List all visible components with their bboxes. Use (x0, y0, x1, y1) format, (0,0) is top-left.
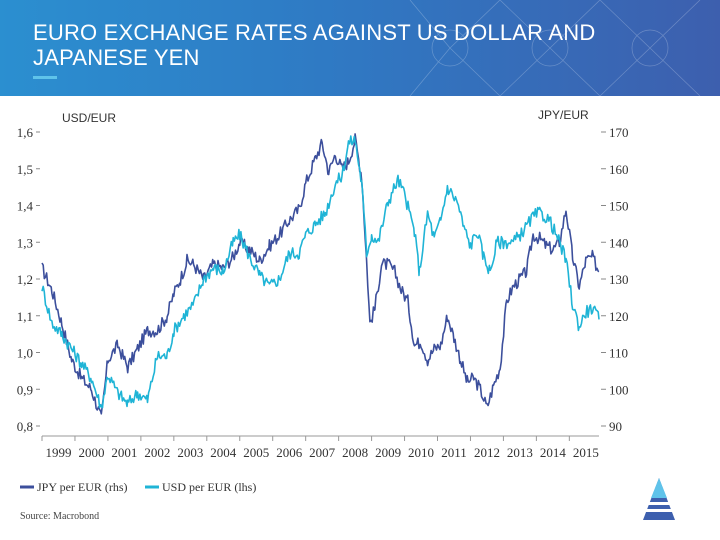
left-axis-label: USD/EUR (62, 111, 117, 125)
x-tick-label: 2011 (441, 445, 467, 460)
left-tick-label: 0,9 (17, 382, 33, 397)
right-tick-label: 140 (609, 235, 629, 250)
x-tick-label: 2014 (540, 445, 567, 460)
x-tick-label: 2002 (144, 445, 170, 460)
x-tick-label: 2008 (342, 445, 368, 460)
x-tick-label: 2012 (474, 445, 500, 460)
right-axis-label: JPY/EUR (538, 108, 589, 122)
title-banner: EURO EXCHANGE RATES AGAINST US DOLLAR AN… (0, 0, 720, 96)
x-tick-label: 2010 (408, 445, 434, 460)
x-tick-label: 2003 (177, 445, 203, 460)
right-tick-label: 100 (609, 382, 629, 397)
right-tick-label: 120 (609, 309, 629, 324)
left-tick-label: 1,3 (17, 235, 33, 250)
x-tick-label: 2004 (210, 445, 237, 460)
page-title: EURO EXCHANGE RATES AGAINST US DOLLAR AN… (33, 20, 596, 70)
left-tick-label: 1,5 (17, 162, 33, 177)
company-logo (643, 478, 675, 520)
right-tick-label: 90 (609, 419, 622, 434)
right-tick-label: 130 (609, 272, 629, 287)
left-tick-label: 1,4 (17, 199, 34, 214)
right-tick-label: 150 (609, 199, 629, 214)
x-tick-label: 2005 (243, 445, 269, 460)
x-tick-label: 2007 (309, 445, 336, 460)
x-tick-label: 2015 (573, 445, 599, 460)
left-tick-label: 1,6 (17, 125, 34, 140)
legend-label: USD per EUR (lhs) (162, 480, 256, 494)
x-tick-label: 2000 (78, 445, 104, 460)
usd-per-eur-line (41, 135, 600, 409)
x-tick-label: 1999 (45, 445, 71, 460)
decorative-pattern (409, 0, 701, 96)
right-tick-label: 170 (609, 125, 629, 140)
x-tick-label: 2009 (375, 445, 401, 460)
legend-label: JPY per EUR (rhs) (37, 480, 128, 494)
x-tick-label: 2001 (111, 445, 137, 460)
right-tick-label: 110 (609, 346, 628, 361)
left-tick-label: 1,0 (17, 346, 33, 361)
title-accent-bar (33, 76, 57, 79)
source-note: Source: Macrobond (20, 511, 99, 522)
left-tick-label: 1,2 (17, 272, 33, 287)
left-tick-label: 1,1 (17, 309, 33, 324)
right-tick-label: 160 (609, 162, 629, 177)
x-tick-label: 2013 (507, 445, 533, 460)
jpy-per-eur-line (41, 133, 600, 415)
left-tick-label: 0,8 (17, 419, 33, 434)
x-tick-label: 2006 (276, 445, 303, 460)
